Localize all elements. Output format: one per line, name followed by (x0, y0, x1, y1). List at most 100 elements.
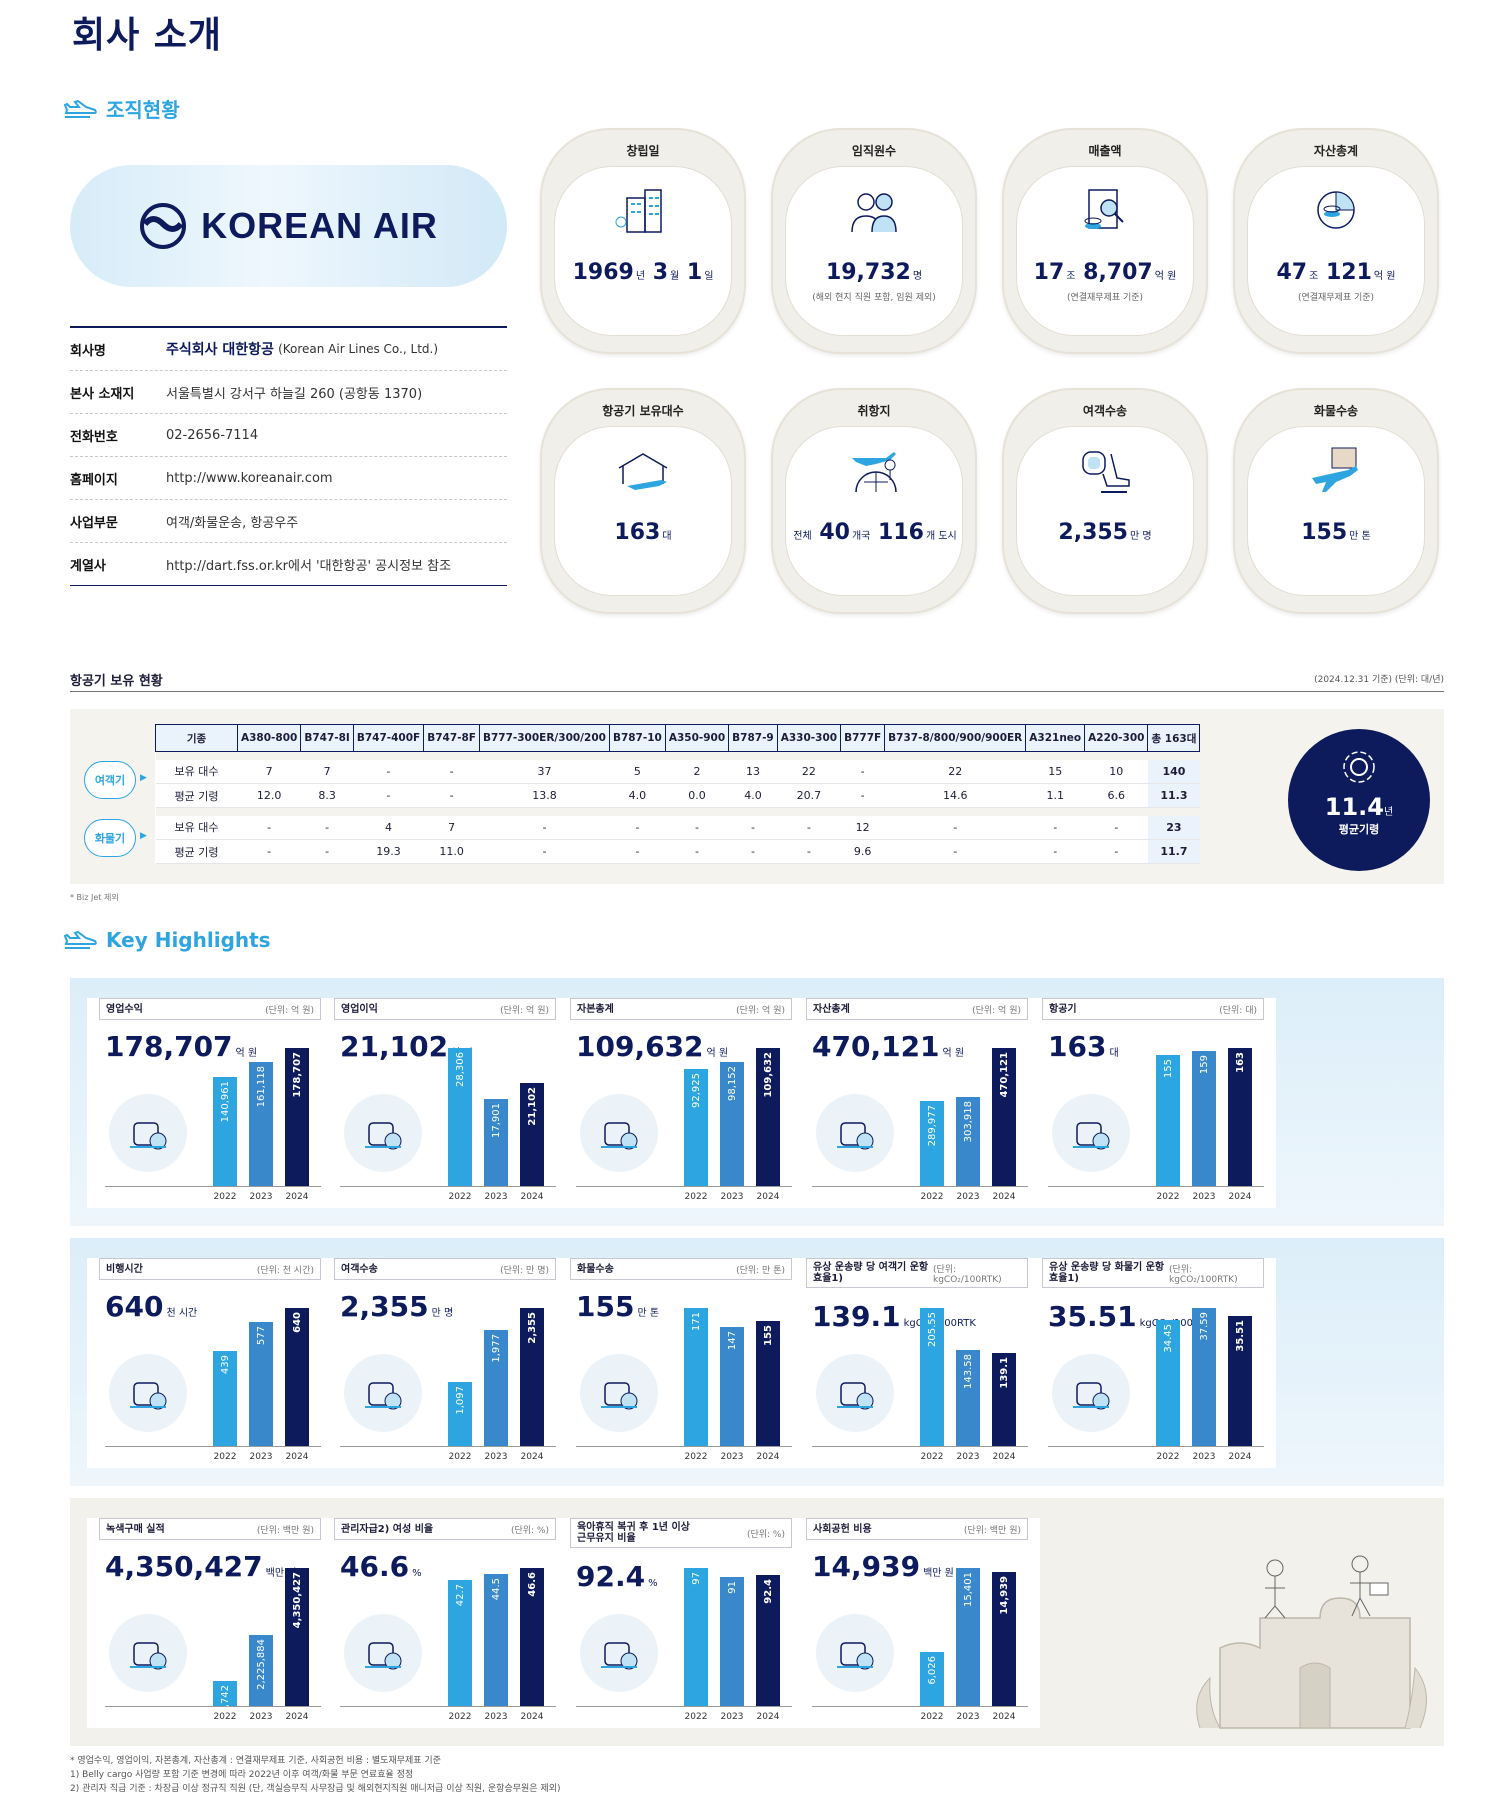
fleet-cell: - (884, 815, 1026, 840)
chart-x-tick: 2024 (756, 1452, 780, 1462)
chart-bar-2022: 155 (1156, 1055, 1180, 1186)
globe-plane-icon (852, 452, 897, 493)
highlight-panel-value: 139.1kgCO₂/100RTK (812, 1300, 976, 1333)
fleet-cell: - (665, 815, 729, 840)
chart-bar-label: 577 (255, 1326, 267, 1346)
chart-x-tick: 2023 (1192, 1192, 1216, 1202)
highlight-panel-title: 자본총계 (577, 1003, 614, 1015)
hangar-plane-icon (618, 453, 668, 490)
revenue-report-icon (1084, 189, 1124, 229)
fleet-header-cell: B747-8I (300, 724, 354, 752)
chart-bar-label: 470,121 (998, 1052, 1010, 1098)
average-age-value: 11.4 (1324, 793, 1384, 821)
fleet-header-cell: A350-900 (664, 724, 730, 752)
fleet-cell: - (1025, 839, 1085, 864)
highlight-panel: 사회공헌 비용 (단위: 백만 원) 14,939 백만 원 6,026 2022 15,4… (794, 1518, 1040, 1728)
fleet-cell: 9.6 (840, 839, 885, 864)
highlight-panel-header: 녹색구매 실적 (단위: 백만 원) (99, 1518, 321, 1540)
stat-card-icon (1235, 444, 1437, 500)
assets-chart-icon (1317, 191, 1355, 229)
chart-x-tick: 2024 (285, 1452, 309, 1462)
chart-bar-2024: 155 (756, 1321, 780, 1446)
highlight-panel-header: 영업수익 (단위: 억 원) (99, 998, 321, 1020)
stat-card-window (785, 166, 963, 336)
chart-x-tick: 2024 (992, 1712, 1016, 1722)
stat-card-window (554, 166, 732, 336)
chart-axis (105, 1706, 321, 1707)
taegeuk-logo-icon (140, 203, 187, 249)
fleet-header-cell: A380-800 (236, 724, 302, 752)
fleet-cell: 11.7 (1147, 839, 1200, 864)
chart-bar-2023: 44.5 (484, 1574, 508, 1706)
fleet-header-cell: B737-8/800/900/900ER (884, 724, 1027, 752)
info-value: 여객/화물운송, 항공우주 (166, 515, 299, 531)
chart-bar-label: 35.51 (1234, 1320, 1246, 1352)
highlight-panel-header: 영업이익 (단위: 억 원) (334, 998, 556, 1020)
chart-axis (340, 1706, 556, 1707)
stat-card-note: (연결재무제표 기준) (1066, 293, 1144, 303)
fleet-header-cell: B777F (840, 724, 886, 752)
chart-bar-2024: 46.6 (520, 1568, 544, 1706)
chart-bar-label: 98,152 (726, 1066, 738, 1101)
fleet-header-cell: B787-10 (608, 724, 666, 752)
highlight-panel-unit: (단위: 백만 원) (256, 1525, 314, 1536)
highlight-panel-value: 92.4% (576, 1560, 658, 1593)
fleet-unit-note: (2024.12.31 기준) (단위: 대/년) (1314, 675, 1444, 685)
fleet-footnote: * Biz Jet 제외 (70, 893, 119, 902)
fleet-cell: - (237, 839, 301, 864)
fleet-header-cell: A220-300 (1084, 724, 1149, 752)
chart-bar-2023: 17,901 (484, 1099, 508, 1186)
chart-x-tick: 2022 (213, 1452, 237, 1462)
highlight-panel-value: 178,707 억 원 (105, 1030, 258, 1063)
footnote-line: 2) 관리자 직급 기준 : 차장급 이상 정규직 직원 (단, 객실승무직 사… (70, 1784, 561, 1794)
fleet-cell: 5 (609, 759, 666, 784)
cargo-conveyor-icon (601, 1382, 638, 1410)
chart-bar-label: 42.7 (454, 1584, 466, 1607)
fleet-cell: 22 (884, 759, 1026, 784)
highlight-panel-unit: (단위: 만 명) (500, 1265, 549, 1276)
highlight-panel-icon (109, 1614, 187, 1692)
fleet-cell: - (1025, 815, 1085, 840)
info-value: 주식회사 대한항공 (166, 342, 274, 358)
chart-bar-label: 92.4 (762, 1579, 774, 1604)
chart-x-tick: 2023 (720, 1712, 744, 1722)
highlight-panel-value: 470,121 억 원 (812, 1030, 965, 1063)
building-icon (615, 189, 662, 233)
affiliates-link[interactable]: http://dart.fss.or.kr에서 '대한항공' 공시정보 참조 (166, 558, 452, 574)
fleet-cell: 140 (1147, 759, 1200, 784)
info-row: 사업부문 여객/화물운송, 항공우주 (70, 500, 507, 543)
plane-icon (64, 930, 97, 949)
chart-bar-label: 91 (726, 1581, 738, 1594)
chart-axis (812, 1186, 1028, 1187)
chart-axis (1048, 1186, 1264, 1187)
chart-x-tick: 2024 (756, 1712, 780, 1722)
chart-bar-2023: 577 (249, 1322, 273, 1446)
homepage-link[interactable]: http://www.koreanair.com (166, 470, 333, 486)
highlight-panel-header: 자본총계 (단위: 억 원) (570, 998, 792, 1020)
fleet-header-cell: B777-300ER/300/200 (478, 724, 610, 752)
highlight-panel-icon (580, 1614, 658, 1692)
chart-x-tick: 2022 (1156, 1452, 1180, 1462)
fleet-cell: - (1084, 839, 1148, 864)
chart-x-tick: 2022 (1156, 1192, 1180, 1202)
chart-bar-label: 147 (726, 1331, 738, 1351)
fleet-cell: 7 (423, 815, 480, 840)
highlight-panel-title: 자산총계 (813, 1003, 850, 1015)
stat-card-icon (1004, 184, 1206, 240)
chart-bar-label: 159 (1198, 1055, 1210, 1075)
stat-card: 여객수송 2,355 만 명 (1002, 388, 1208, 614)
stat-card-icon (542, 184, 744, 240)
org-section-title: 조직현황 (106, 98, 180, 122)
highlight-panel-icon (109, 1354, 187, 1432)
stat-card-label: 여객수송 (1082, 404, 1128, 418)
cargo-label: 화물기 (94, 832, 126, 845)
fleet-cell: 13 (728, 759, 778, 784)
fleet-cell: 12.0 (237, 783, 301, 808)
chart-x-tick: 2023 (249, 1452, 273, 1462)
chart-bar-2022: 439 (213, 1351, 237, 1446)
highlight-panel-icon (816, 1354, 894, 1432)
highlight-panel-value: 14,939 백만 원 (812, 1550, 954, 1583)
coin-bag-icon (601, 1122, 638, 1150)
chart-x-tick: 2024 (285, 1192, 309, 1202)
